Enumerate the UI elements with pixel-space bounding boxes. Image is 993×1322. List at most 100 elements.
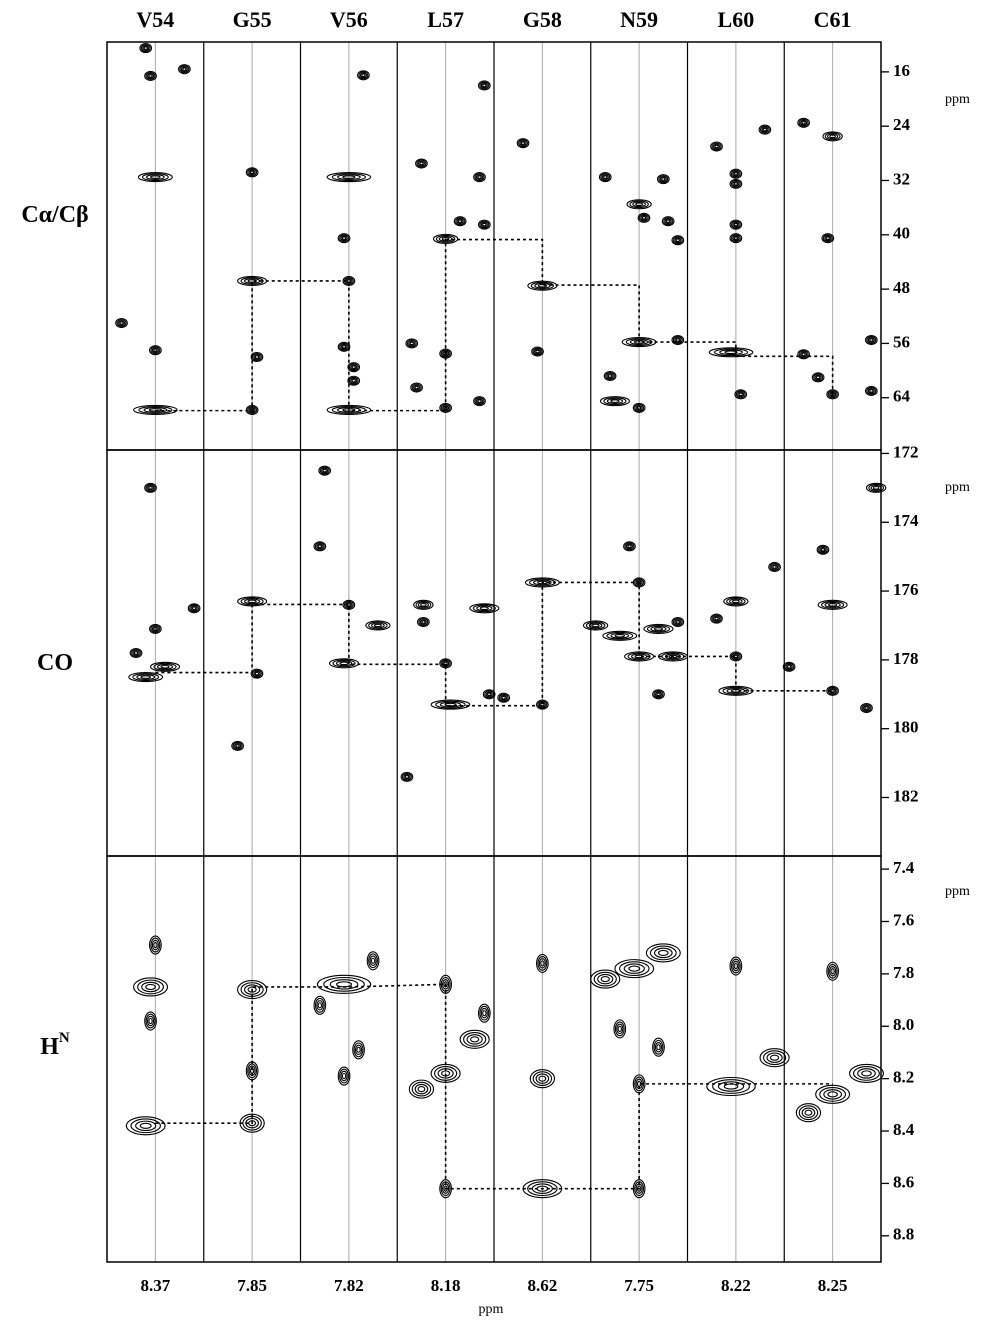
y-tick-label: 48: [893, 278, 910, 297]
peak-contour: [772, 565, 777, 569]
peak-contour: [328, 658, 360, 669]
peak: [817, 599, 848, 610]
peak-contour: [151, 347, 159, 354]
peak-contour: [191, 606, 197, 611]
peak-contour: [674, 619, 682, 625]
peak-contour: [827, 1091, 838, 1098]
peak: [133, 977, 169, 997]
panel: [128, 465, 887, 782]
peak-contour: [480, 221, 488, 228]
peak-contour: [418, 618, 429, 627]
peak-contour: [645, 943, 681, 963]
peak-contour: [313, 995, 327, 1015]
peak-contour: [189, 604, 200, 613]
peak-contour: [153, 941, 158, 949]
peak-contour: [826, 389, 839, 400]
peak-contour: [347, 375, 361, 386]
peak: [865, 482, 887, 493]
peak-contour: [480, 82, 488, 89]
peak-contour: [829, 134, 836, 139]
peak-contour: [339, 661, 349, 666]
peak-contour: [482, 1010, 487, 1017]
peak-contour: [758, 124, 772, 135]
peak-contour: [672, 336, 683, 344]
peak-contour: [867, 388, 875, 394]
peak-contour: [710, 613, 723, 624]
peak-contour: [254, 355, 260, 359]
peak: [313, 995, 327, 1015]
peak-contour: [442, 979, 450, 990]
peak-contour: [149, 623, 162, 634]
peak-contour: [368, 953, 379, 969]
peak-contour: [248, 407, 256, 413]
peak-contour: [533, 348, 542, 355]
peak-contour: [817, 599, 848, 610]
peak-contour: [729, 651, 743, 662]
assignment-walk: [155, 238, 834, 412]
peak: [795, 1103, 822, 1123]
peak-contour: [663, 217, 674, 226]
peak-contour: [146, 1015, 155, 1027]
peak: [477, 1003, 491, 1023]
peak: [821, 233, 835, 244]
peak-contour: [652, 1037, 665, 1057]
peak-contour: [405, 338, 419, 349]
peak-contour: [729, 598, 743, 605]
peak-contour: [729, 168, 743, 179]
y-tick-label: 7.4: [893, 858, 915, 877]
peak: [337, 1066, 351, 1086]
peak-contour: [661, 216, 675, 227]
peak-contour: [401, 772, 412, 781]
peak-contour: [732, 960, 740, 972]
peak-contour: [368, 621, 388, 630]
peak-contour: [337, 174, 361, 180]
peak-contour: [646, 624, 671, 633]
peak-contour: [153, 348, 158, 353]
peak: [128, 672, 164, 683]
peak-contour: [146, 484, 155, 491]
peak-contour: [650, 626, 667, 632]
peak-contour: [819, 1086, 847, 1102]
peak-contour: [585, 621, 606, 630]
peak-contour: [329, 979, 359, 990]
peak-contour: [128, 672, 164, 683]
peak-contour: [827, 133, 839, 140]
peak-contour: [641, 216, 647, 220]
peak-contour: [537, 956, 548, 971]
peak-contour: [474, 397, 485, 406]
peak-contour: [798, 118, 809, 127]
peak-contour: [357, 70, 370, 81]
peak: [782, 661, 796, 672]
peak-contour: [516, 138, 530, 149]
peak-contour: [653, 1039, 664, 1055]
peak-contour: [533, 579, 552, 586]
peak-contour: [316, 543, 324, 550]
peak-contour: [339, 234, 349, 243]
peak: [337, 341, 351, 352]
peak-contour: [632, 201, 646, 208]
peak-contour: [714, 616, 719, 621]
peak-contour: [182, 67, 187, 71]
peak-contour: [857, 1068, 876, 1079]
peak-contour: [250, 668, 264, 679]
peak: [149, 623, 162, 634]
peak-contour: [815, 1084, 851, 1104]
residue-label: G58: [523, 7, 562, 32]
peak-contour: [326, 172, 372, 183]
peak-contour: [479, 1005, 490, 1021]
peak: [408, 1079, 435, 1099]
peak-contour: [486, 692, 492, 697]
peak-contour: [131, 649, 141, 657]
peak: [656, 174, 670, 185]
peak-contour: [825, 236, 830, 241]
peak-contour: [253, 354, 261, 360]
peak-contour: [477, 399, 482, 403]
peak-contour: [520, 141, 526, 145]
peak-contour: [143, 46, 148, 50]
peak-contour: [729, 233, 743, 244]
peak: [328, 658, 360, 669]
peak-contour: [738, 392, 743, 397]
peak-contour: [369, 955, 377, 967]
peak-contour: [804, 1109, 813, 1116]
peak-contour: [656, 1044, 661, 1051]
